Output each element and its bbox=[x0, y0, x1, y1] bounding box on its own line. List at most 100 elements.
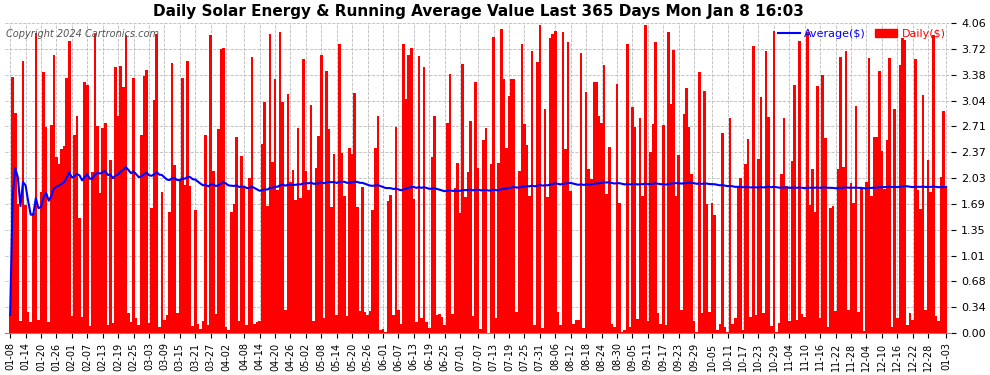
Bar bbox=[867, 58, 870, 333]
Bar bbox=[91, 172, 94, 333]
Bar bbox=[241, 156, 243, 333]
Bar bbox=[258, 321, 260, 333]
Bar bbox=[30, 322, 32, 333]
Bar bbox=[122, 87, 125, 333]
Bar bbox=[341, 153, 344, 333]
Bar bbox=[675, 195, 677, 333]
Bar bbox=[286, 94, 289, 333]
Bar bbox=[561, 32, 564, 333]
Bar bbox=[150, 207, 152, 333]
Bar bbox=[842, 166, 844, 333]
Bar bbox=[529, 196, 531, 333]
Bar bbox=[127, 313, 130, 333]
Bar bbox=[801, 314, 804, 333]
Bar bbox=[765, 51, 767, 333]
Bar bbox=[659, 324, 662, 333]
Bar bbox=[17, 204, 19, 333]
Bar bbox=[513, 79, 516, 333]
Bar bbox=[109, 160, 112, 333]
Bar bbox=[413, 199, 415, 333]
Bar bbox=[271, 162, 273, 333]
Bar bbox=[580, 53, 582, 333]
Bar bbox=[849, 183, 852, 333]
Bar bbox=[415, 322, 418, 333]
Bar bbox=[909, 313, 912, 333]
Bar bbox=[389, 195, 392, 333]
Bar bbox=[471, 316, 474, 333]
Bar bbox=[57, 165, 60, 333]
Bar bbox=[294, 200, 297, 333]
Bar bbox=[693, 321, 695, 333]
Bar bbox=[461, 63, 464, 333]
Bar bbox=[428, 328, 431, 333]
Bar bbox=[408, 56, 410, 333]
Bar bbox=[806, 33, 809, 333]
Bar bbox=[248, 178, 250, 333]
Bar bbox=[835, 311, 837, 333]
Bar bbox=[804, 317, 806, 333]
Bar bbox=[798, 41, 801, 333]
Bar bbox=[160, 192, 163, 333]
Bar bbox=[906, 325, 909, 333]
Bar bbox=[374, 148, 376, 333]
Bar bbox=[392, 315, 395, 333]
Bar bbox=[70, 316, 73, 333]
Bar bbox=[138, 325, 140, 333]
Bar bbox=[446, 123, 448, 333]
Bar bbox=[361, 187, 363, 333]
Bar bbox=[199, 329, 202, 333]
Bar bbox=[436, 315, 439, 333]
Bar bbox=[711, 203, 714, 333]
Bar bbox=[791, 161, 793, 333]
Bar bbox=[587, 169, 590, 333]
Bar bbox=[35, 33, 38, 333]
Bar bbox=[400, 324, 402, 333]
Bar bbox=[371, 210, 374, 333]
Bar bbox=[677, 155, 680, 333]
Bar bbox=[539, 25, 542, 333]
Bar bbox=[740, 178, 742, 333]
Bar bbox=[48, 321, 50, 333]
Bar bbox=[749, 316, 752, 333]
Bar bbox=[546, 197, 548, 333]
Bar bbox=[590, 178, 593, 333]
Bar bbox=[600, 123, 603, 333]
Bar bbox=[112, 323, 114, 333]
Bar bbox=[690, 174, 693, 333]
Bar bbox=[639, 118, 642, 333]
Bar bbox=[593, 82, 595, 333]
Bar bbox=[250, 57, 253, 333]
Bar bbox=[917, 190, 919, 333]
Bar bbox=[273, 80, 276, 333]
Bar bbox=[703, 91, 706, 333]
Bar bbox=[431, 157, 433, 333]
Bar bbox=[338, 44, 341, 333]
Bar bbox=[101, 128, 104, 333]
Bar bbox=[14, 113, 17, 333]
Bar bbox=[770, 326, 772, 333]
Bar bbox=[505, 148, 508, 333]
Bar bbox=[358, 310, 361, 333]
Bar bbox=[350, 154, 353, 333]
Bar bbox=[814, 212, 816, 333]
Bar bbox=[418, 56, 421, 333]
Bar bbox=[883, 189, 886, 333]
Bar bbox=[292, 170, 294, 333]
Bar bbox=[667, 32, 669, 333]
Bar bbox=[464, 197, 466, 333]
Bar bbox=[246, 325, 248, 333]
Bar bbox=[320, 55, 323, 333]
Bar bbox=[816, 86, 819, 333]
Bar bbox=[490, 165, 492, 333]
Bar bbox=[618, 203, 621, 333]
Bar bbox=[344, 196, 346, 333]
Bar bbox=[567, 42, 569, 333]
Bar bbox=[395, 127, 397, 333]
Bar bbox=[43, 72, 45, 333]
Bar bbox=[469, 121, 471, 333]
Bar bbox=[152, 100, 155, 333]
Bar bbox=[701, 313, 703, 333]
Bar bbox=[55, 157, 57, 333]
Bar bbox=[484, 129, 487, 333]
Bar bbox=[510, 79, 513, 333]
